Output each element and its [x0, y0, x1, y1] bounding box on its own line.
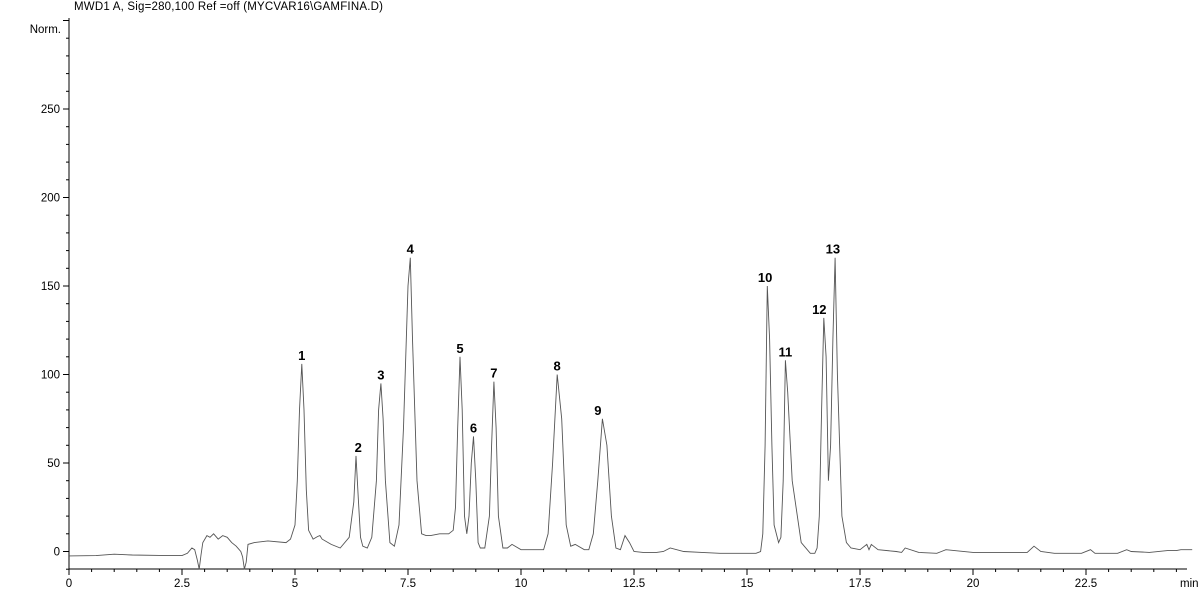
y-tick-label: 200: [41, 193, 60, 205]
x-tick-label: 15: [741, 578, 754, 590]
y-tick-label: 150: [41, 281, 60, 293]
y-tick-label: 100: [41, 370, 60, 382]
peak-label-3: 3: [377, 367, 384, 382]
peak-label-11: 11: [779, 344, 793, 359]
peak-label-13: 13: [826, 242, 840, 257]
peak-label-2: 2: [355, 440, 362, 455]
peak-label-7: 7: [490, 366, 497, 381]
peak-label-9: 9: [594, 403, 601, 418]
chromatogram-trace: [68, 257, 1193, 570]
chart-title: MWD1 A, Sig=280,100 Ref =off (MYCVAR16\G…: [74, 1, 384, 13]
x-tick-label: 2.5: [174, 578, 190, 590]
x-tick-label: 10: [515, 578, 528, 590]
y-tick-label: 250: [41, 104, 60, 116]
peak-label-6: 6: [470, 420, 477, 435]
peak-label-10: 10: [758, 270, 772, 285]
y-axis-label: Norm.: [30, 24, 61, 36]
peak-label-12: 12: [812, 302, 826, 317]
peak-label-1: 1: [298, 348, 305, 363]
x-axis-label: min: [1180, 578, 1199, 590]
axes: Norm. min: [30, 18, 1199, 590]
x-tick-label: 12.5: [623, 578, 645, 590]
y-tick-label: 0: [54, 547, 60, 559]
x-tick-label: 5: [292, 578, 298, 590]
y-tick-label: 50: [47, 458, 60, 470]
peak-label-8: 8: [554, 359, 561, 374]
peak-label-4: 4: [407, 242, 415, 257]
x-tick-label: 22.5: [1075, 578, 1097, 590]
x-tick-label: 7.5: [400, 578, 416, 590]
peak-label-5: 5: [456, 341, 463, 356]
x-tick-label: 20: [967, 578, 980, 590]
x-tick-label: 17.5: [849, 578, 871, 590]
x-tick-label: 0: [66, 578, 72, 590]
